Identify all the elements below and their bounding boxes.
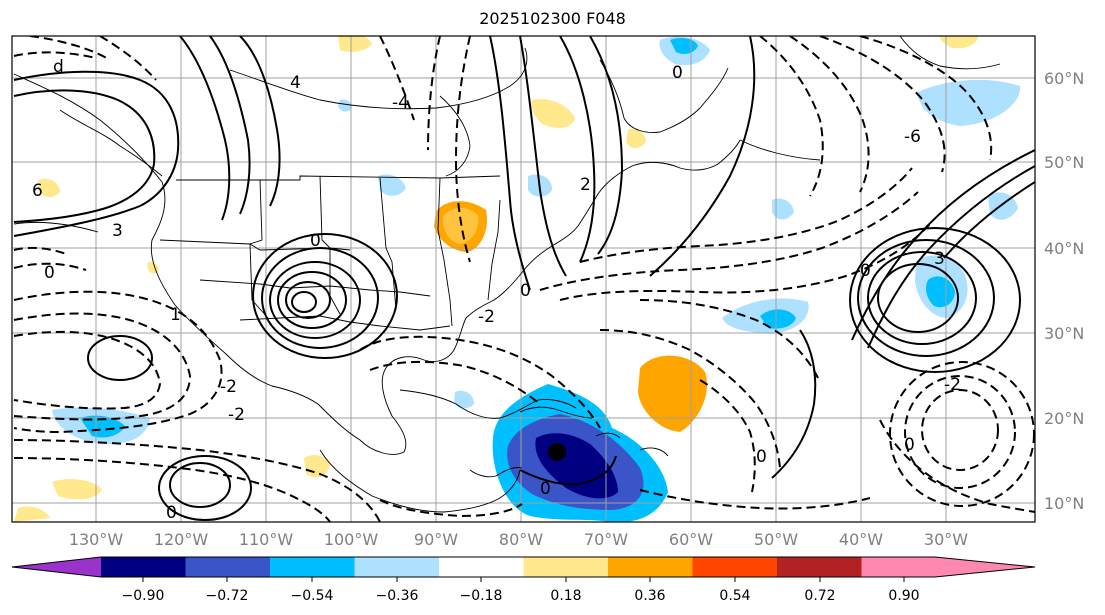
colorbar-segment — [608, 557, 693, 577]
colorbar-segment — [270, 557, 355, 577]
colorbar-tick: −0.72 — [206, 588, 249, 604]
contour-label: -4 — [392, 93, 409, 113]
colorbar-tick: −0.36 — [376, 588, 419, 604]
contour-label: -6 — [904, 127, 921, 147]
lon-label: 130°W — [69, 530, 124, 549]
lon-label: 100°W — [324, 530, 379, 549]
contour-label: -2 — [220, 377, 237, 397]
colorbar-segment — [861, 557, 1035, 577]
lat-label: 40°N — [1044, 239, 1084, 258]
lon-label: 110°W — [239, 530, 294, 549]
colorbar-tick: 0.54 — [719, 588, 750, 604]
contour-label: 0 — [672, 63, 683, 83]
colorbar-outline — [11, 556, 1036, 578]
solid-contours — [13, 36, 1035, 521]
lon-label: 50°W — [754, 530, 798, 549]
lat-label: 50°N — [1044, 153, 1084, 172]
contour-label: 2 — [580, 175, 591, 195]
colorbar-tick: −0.18 — [460, 588, 503, 604]
lat-label: 60°N — [1044, 69, 1084, 88]
lon-label: 70°W — [584, 530, 628, 549]
colorbar-segment — [354, 557, 439, 577]
contour-label: 4 — [290, 73, 301, 93]
lon-label: 30°W — [924, 530, 968, 549]
colorbar-tick: 0.72 — [804, 588, 835, 604]
contour-label: 6 — [32, 181, 43, 201]
contour-label: 0 — [756, 447, 767, 467]
lat-label: 10°N — [1044, 494, 1084, 513]
lon-label: 40°W — [839, 530, 883, 549]
contour-label: d — [53, 57, 64, 77]
map-frame — [11, 35, 1036, 523]
latitude-labels: 60°N 50°N 40°N 30°N 20°N 10°N — [1044, 69, 1084, 513]
lon-label: 90°W — [414, 530, 458, 549]
map-title: 2025102300 F048 — [479, 9, 626, 28]
lon-label: 80°W — [499, 530, 543, 549]
colorbar-segment — [692, 557, 777, 577]
lat-label: 30°N — [1044, 324, 1084, 343]
contour-label: 0 — [904, 435, 915, 455]
contour-label: 0 — [860, 261, 871, 281]
colorbar-segment — [185, 557, 270, 577]
contour-label: 0 — [310, 231, 321, 251]
contour-label: -2 — [478, 307, 495, 327]
colorbar-segment — [777, 557, 862, 577]
lat-label: 20°N — [1044, 409, 1084, 428]
contour-labels: d 6 3 0 1 -2 -2 0 0 4 -4 2 0 -2 0 0 -6 -… — [32, 57, 961, 523]
colorbar-segment — [439, 557, 524, 577]
colorbar-tick: 0.90 — [888, 588, 919, 604]
contour-label: 3 — [112, 221, 123, 241]
contour-label: 0 — [44, 263, 55, 283]
colorbar-tick: 0.18 — [550, 588, 581, 604]
contour-label: 0 — [166, 503, 177, 523]
longitude-labels: 130°W 120°W 110°W 100°W 90°W 80°W 70°W 6… — [69, 530, 968, 549]
contour-label: 0 — [520, 281, 531, 301]
contour-label: -2 — [228, 405, 245, 425]
colorbar-segment — [523, 557, 608, 577]
contour-label: 1 — [170, 305, 181, 325]
contour-label: -2 — [944, 375, 961, 395]
lon-label: 120°W — [154, 530, 209, 549]
contour-label: 3 — [934, 249, 945, 269]
colorbar-segment — [101, 557, 186, 577]
dashed-contours — [13, 36, 1035, 522]
colorbar-tick: 0.36 — [634, 588, 665, 604]
lon-label: 60°W — [669, 530, 713, 549]
colorbar-tick: −0.90 — [122, 588, 165, 604]
contour-label: 0 — [540, 479, 551, 499]
colorbar-tick: −0.54 — [291, 588, 334, 604]
colorbar: −0.90 −0.72 −0.54 −0.36 −0.18 0.18 0.36 … — [11, 556, 1036, 604]
storm-center-dot — [548, 443, 566, 461]
colorbar-segment — [12, 557, 101, 577]
